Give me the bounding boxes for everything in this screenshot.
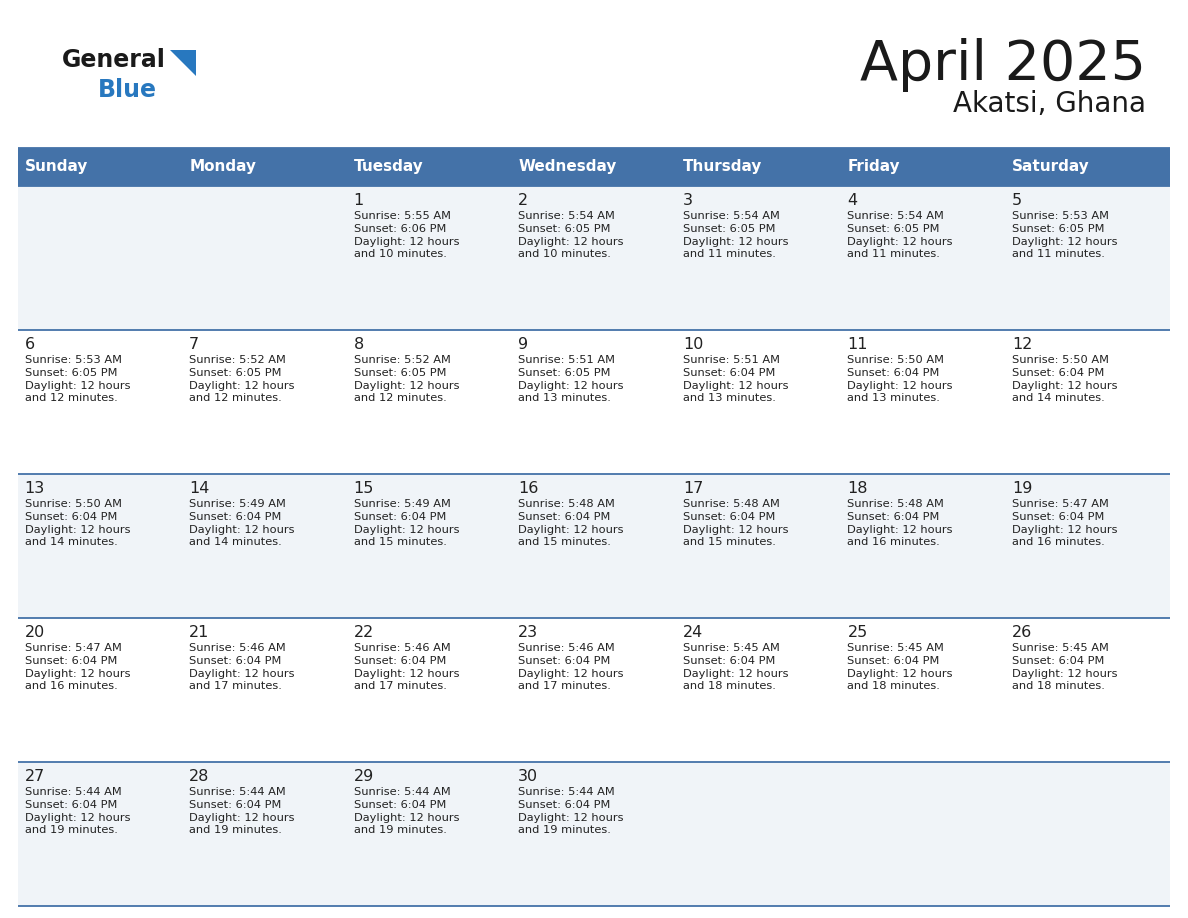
Text: Sunrise: 5:54 AM
Sunset: 6:05 PM
Daylight: 12 hours
and 10 minutes.: Sunrise: 5:54 AM Sunset: 6:05 PM Dayligh…: [518, 211, 624, 260]
Text: Sunday: Sunday: [25, 160, 88, 174]
Text: April 2025: April 2025: [860, 38, 1146, 92]
Text: 10: 10: [683, 337, 703, 352]
Text: 7: 7: [189, 337, 200, 352]
Text: Wednesday: Wednesday: [518, 160, 617, 174]
Text: 2: 2: [518, 193, 529, 208]
Text: Sunrise: 5:46 AM
Sunset: 6:04 PM
Daylight: 12 hours
and 17 minutes.: Sunrise: 5:46 AM Sunset: 6:04 PM Dayligh…: [189, 643, 295, 691]
Text: Sunrise: 5:51 AM
Sunset: 6:05 PM
Daylight: 12 hours
and 13 minutes.: Sunrise: 5:51 AM Sunset: 6:05 PM Dayligh…: [518, 355, 624, 403]
Bar: [18, 618, 1170, 762]
Bar: [18, 186, 1170, 330]
Text: Monday: Monday: [189, 160, 257, 174]
Text: Sunrise: 5:46 AM
Sunset: 6:04 PM
Daylight: 12 hours
and 17 minutes.: Sunrise: 5:46 AM Sunset: 6:04 PM Dayligh…: [518, 643, 624, 691]
Bar: [18, 762, 1170, 906]
Text: 1: 1: [354, 193, 364, 208]
Text: Sunrise: 5:53 AM
Sunset: 6:05 PM
Daylight: 12 hours
and 12 minutes.: Sunrise: 5:53 AM Sunset: 6:05 PM Dayligh…: [25, 355, 129, 403]
Text: 29: 29: [354, 769, 374, 784]
Text: 8: 8: [354, 337, 364, 352]
Text: 17: 17: [683, 481, 703, 496]
Text: Sunrise: 5:46 AM
Sunset: 6:04 PM
Daylight: 12 hours
and 17 minutes.: Sunrise: 5:46 AM Sunset: 6:04 PM Dayligh…: [354, 643, 460, 691]
Text: Sunrise: 5:50 AM
Sunset: 6:04 PM
Daylight: 12 hours
and 14 minutes.: Sunrise: 5:50 AM Sunset: 6:04 PM Dayligh…: [25, 499, 129, 547]
Text: Sunrise: 5:49 AM
Sunset: 6:04 PM
Daylight: 12 hours
and 14 minutes.: Sunrise: 5:49 AM Sunset: 6:04 PM Dayligh…: [189, 499, 295, 547]
Text: 18: 18: [847, 481, 868, 496]
Text: General: General: [62, 48, 166, 72]
Text: 25: 25: [847, 625, 867, 640]
Bar: [18, 474, 1170, 618]
Text: 5: 5: [1012, 193, 1022, 208]
Polygon shape: [170, 50, 196, 76]
Text: 30: 30: [518, 769, 538, 784]
Text: Sunrise: 5:44 AM
Sunset: 6:04 PM
Daylight: 12 hours
and 19 minutes.: Sunrise: 5:44 AM Sunset: 6:04 PM Dayligh…: [354, 787, 460, 835]
Text: Sunrise: 5:54 AM
Sunset: 6:05 PM
Daylight: 12 hours
and 11 minutes.: Sunrise: 5:54 AM Sunset: 6:05 PM Dayligh…: [683, 211, 789, 260]
Text: Sunrise: 5:47 AM
Sunset: 6:04 PM
Daylight: 12 hours
and 16 minutes.: Sunrise: 5:47 AM Sunset: 6:04 PM Dayligh…: [1012, 499, 1118, 547]
Text: Friday: Friday: [847, 160, 901, 174]
Text: Sunrise: 5:52 AM
Sunset: 6:05 PM
Daylight: 12 hours
and 12 minutes.: Sunrise: 5:52 AM Sunset: 6:05 PM Dayligh…: [189, 355, 295, 403]
Text: 20: 20: [25, 625, 45, 640]
Text: Sunrise: 5:53 AM
Sunset: 6:05 PM
Daylight: 12 hours
and 11 minutes.: Sunrise: 5:53 AM Sunset: 6:05 PM Dayligh…: [1012, 211, 1118, 260]
Text: Saturday: Saturday: [1012, 160, 1089, 174]
Text: Sunrise: 5:54 AM
Sunset: 6:05 PM
Daylight: 12 hours
and 11 minutes.: Sunrise: 5:54 AM Sunset: 6:05 PM Dayligh…: [847, 211, 953, 260]
Text: 22: 22: [354, 625, 374, 640]
Text: 6: 6: [25, 337, 34, 352]
Text: Sunrise: 5:44 AM
Sunset: 6:04 PM
Daylight: 12 hours
and 19 minutes.: Sunrise: 5:44 AM Sunset: 6:04 PM Dayligh…: [518, 787, 624, 835]
Text: Akatsi, Ghana: Akatsi, Ghana: [953, 90, 1146, 118]
Text: Sunrise: 5:51 AM
Sunset: 6:04 PM
Daylight: 12 hours
and 13 minutes.: Sunrise: 5:51 AM Sunset: 6:04 PM Dayligh…: [683, 355, 789, 403]
Text: Sunrise: 5:48 AM
Sunset: 6:04 PM
Daylight: 12 hours
and 15 minutes.: Sunrise: 5:48 AM Sunset: 6:04 PM Dayligh…: [518, 499, 624, 547]
Text: Thursday: Thursday: [683, 160, 763, 174]
Text: Sunrise: 5:47 AM
Sunset: 6:04 PM
Daylight: 12 hours
and 16 minutes.: Sunrise: 5:47 AM Sunset: 6:04 PM Dayligh…: [25, 643, 129, 691]
Text: Tuesday: Tuesday: [354, 160, 423, 174]
Text: Sunrise: 5:48 AM
Sunset: 6:04 PM
Daylight: 12 hours
and 15 minutes.: Sunrise: 5:48 AM Sunset: 6:04 PM Dayligh…: [683, 499, 789, 547]
Text: Sunrise: 5:49 AM
Sunset: 6:04 PM
Daylight: 12 hours
and 15 minutes.: Sunrise: 5:49 AM Sunset: 6:04 PM Dayligh…: [354, 499, 460, 547]
Text: 14: 14: [189, 481, 209, 496]
Text: Sunrise: 5:45 AM
Sunset: 6:04 PM
Daylight: 12 hours
and 18 minutes.: Sunrise: 5:45 AM Sunset: 6:04 PM Dayligh…: [683, 643, 789, 691]
Text: Sunrise: 5:45 AM
Sunset: 6:04 PM
Daylight: 12 hours
and 18 minutes.: Sunrise: 5:45 AM Sunset: 6:04 PM Dayligh…: [1012, 643, 1118, 691]
Text: 13: 13: [25, 481, 45, 496]
Text: 15: 15: [354, 481, 374, 496]
Bar: [18, 330, 1170, 474]
Text: Sunrise: 5:48 AM
Sunset: 6:04 PM
Daylight: 12 hours
and 16 minutes.: Sunrise: 5:48 AM Sunset: 6:04 PM Dayligh…: [847, 499, 953, 547]
Text: 19: 19: [1012, 481, 1032, 496]
Text: Sunrise: 5:52 AM
Sunset: 6:05 PM
Daylight: 12 hours
and 12 minutes.: Sunrise: 5:52 AM Sunset: 6:05 PM Dayligh…: [354, 355, 460, 403]
Text: 3: 3: [683, 193, 693, 208]
Text: 24: 24: [683, 625, 703, 640]
Text: 9: 9: [518, 337, 529, 352]
Text: 21: 21: [189, 625, 209, 640]
Text: Sunrise: 5:45 AM
Sunset: 6:04 PM
Daylight: 12 hours
and 18 minutes.: Sunrise: 5:45 AM Sunset: 6:04 PM Dayligh…: [847, 643, 953, 691]
Text: 4: 4: [847, 193, 858, 208]
Text: Blue: Blue: [97, 78, 157, 102]
Text: 16: 16: [518, 481, 538, 496]
Text: Sunrise: 5:50 AM
Sunset: 6:04 PM
Daylight: 12 hours
and 13 minutes.: Sunrise: 5:50 AM Sunset: 6:04 PM Dayligh…: [847, 355, 953, 403]
Text: 27: 27: [25, 769, 45, 784]
Text: Sunrise: 5:44 AM
Sunset: 6:04 PM
Daylight: 12 hours
and 19 minutes.: Sunrise: 5:44 AM Sunset: 6:04 PM Dayligh…: [189, 787, 295, 835]
Text: 26: 26: [1012, 625, 1032, 640]
Text: 23: 23: [518, 625, 538, 640]
Text: Sunrise: 5:55 AM
Sunset: 6:06 PM
Daylight: 12 hours
and 10 minutes.: Sunrise: 5:55 AM Sunset: 6:06 PM Dayligh…: [354, 211, 460, 260]
Text: 28: 28: [189, 769, 209, 784]
Text: Sunrise: 5:50 AM
Sunset: 6:04 PM
Daylight: 12 hours
and 14 minutes.: Sunrise: 5:50 AM Sunset: 6:04 PM Dayligh…: [1012, 355, 1118, 403]
Bar: [18, 148, 1170, 186]
Text: 12: 12: [1012, 337, 1032, 352]
Text: 11: 11: [847, 337, 868, 352]
Text: Sunrise: 5:44 AM
Sunset: 6:04 PM
Daylight: 12 hours
and 19 minutes.: Sunrise: 5:44 AM Sunset: 6:04 PM Dayligh…: [25, 787, 129, 835]
